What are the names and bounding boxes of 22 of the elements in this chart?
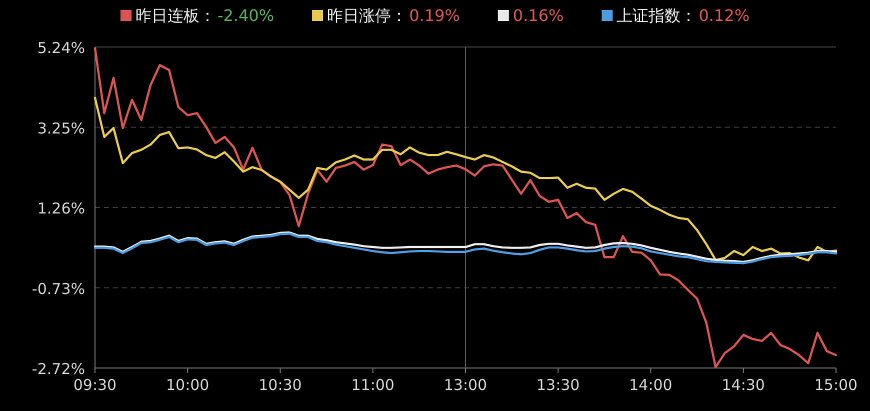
text: 0.12%: [698, 6, 750, 25]
y-tick-label: -2.72%: [32, 360, 85, 378]
y-tick-label: -0.73%: [32, 280, 85, 298]
text: 0.19%: [409, 6, 460, 25]
line-series: [94, 96, 838, 262]
legend-label: 昨日涨停：: [327, 6, 408, 25]
x-tick-label: 14:00: [629, 376, 672, 394]
x-tick-label: 11:00: [351, 376, 394, 394]
y-tick-label: 5.24%: [37, 39, 85, 57]
x-tick-label: 10:30: [258, 376, 302, 394]
x-tick-label: 13:00: [444, 376, 488, 394]
legend-label: 昨日连板：: [135, 6, 216, 25]
x-tick-label: 10:00: [166, 376, 210, 394]
y-tick-label: 3.25%: [37, 119, 85, 138]
x-tick-label: 14:30: [722, 376, 765, 394]
x-tick-label: 15:00: [814, 376, 858, 394]
x-tick-label: 13:30: [536, 376, 580, 394]
text: -2.40%: [217, 6, 274, 25]
legend-label: 上证指数：: [616, 6, 697, 25]
text: 0.16%: [512, 6, 564, 25]
x-tick-label: 09:30: [73, 376, 117, 394]
y-tick-label: 1.26%: [37, 200, 85, 218]
